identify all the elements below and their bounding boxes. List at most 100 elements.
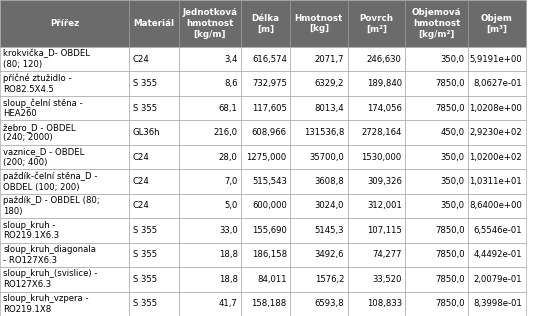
Text: 350,0: 350,0 bbox=[441, 153, 465, 161]
Bar bbox=[290, 243, 348, 267]
Text: Hmotnost
[kg]: Hmotnost [kg] bbox=[295, 14, 343, 33]
Text: C24: C24 bbox=[133, 202, 150, 210]
Bar bbox=[179, 169, 241, 194]
Bar bbox=[129, 47, 179, 71]
Bar bbox=[468, 194, 526, 218]
Bar bbox=[179, 145, 241, 169]
Bar bbox=[0, 145, 129, 169]
Bar bbox=[290, 194, 348, 218]
Text: 35700,0: 35700,0 bbox=[309, 153, 344, 161]
Text: S 355: S 355 bbox=[133, 250, 157, 259]
Text: 7,0: 7,0 bbox=[224, 177, 238, 186]
Text: 246,630: 246,630 bbox=[367, 55, 402, 64]
Text: 2728,164: 2728,164 bbox=[362, 128, 402, 137]
Bar bbox=[405, 47, 468, 71]
Bar bbox=[179, 243, 241, 267]
Text: 158,188: 158,188 bbox=[252, 299, 287, 308]
Text: vaznice_D - OBDEL
(200; 400): vaznice_D - OBDEL (200; 400) bbox=[3, 147, 85, 167]
Text: příčné ztužidlo -
RO82.5X4.5: příčné ztužidlo - RO82.5X4.5 bbox=[3, 74, 72, 94]
Bar bbox=[290, 71, 348, 96]
Text: 6329,2: 6329,2 bbox=[315, 79, 344, 88]
Bar bbox=[468, 47, 526, 71]
Bar bbox=[0, 96, 129, 120]
Text: 28,0: 28,0 bbox=[219, 153, 238, 161]
Text: 7850,0: 7850,0 bbox=[435, 226, 465, 235]
Text: 6,5546e-01: 6,5546e-01 bbox=[474, 226, 522, 235]
Bar bbox=[348, 243, 405, 267]
Bar bbox=[179, 267, 241, 292]
Text: Jednotková
hmotnost
[kg/m]: Jednotková hmotnost [kg/m] bbox=[182, 8, 237, 39]
Text: GL36h: GL36h bbox=[133, 128, 160, 137]
Bar bbox=[290, 120, 348, 145]
Bar bbox=[405, 120, 468, 145]
Bar bbox=[129, 120, 179, 145]
Text: 41,7: 41,7 bbox=[219, 299, 238, 308]
Bar bbox=[129, 267, 179, 292]
Bar bbox=[468, 145, 526, 169]
Bar bbox=[290, 169, 348, 194]
Text: 5,9191e+00: 5,9191e+00 bbox=[469, 55, 522, 64]
Bar bbox=[241, 71, 290, 96]
Text: 600,000: 600,000 bbox=[252, 202, 287, 210]
Bar bbox=[179, 292, 241, 316]
Text: 131536,8: 131536,8 bbox=[304, 128, 344, 137]
Text: 7850,0: 7850,0 bbox=[435, 299, 465, 308]
Bar bbox=[0, 71, 129, 96]
Text: 350,0: 350,0 bbox=[441, 55, 465, 64]
Text: Povrch
[m²]: Povrch [m²] bbox=[359, 14, 393, 33]
Bar bbox=[290, 96, 348, 120]
Text: 1576,2: 1576,2 bbox=[315, 275, 344, 284]
Bar bbox=[468, 169, 526, 194]
Bar bbox=[0, 120, 129, 145]
Text: žebro_D - OBDEL
(240; 2000): žebro_D - OBDEL (240; 2000) bbox=[3, 123, 76, 143]
Text: 8013,4: 8013,4 bbox=[315, 104, 344, 112]
Bar bbox=[468, 218, 526, 243]
Bar bbox=[290, 218, 348, 243]
Text: 312,001: 312,001 bbox=[367, 202, 402, 210]
Text: 608,966: 608,966 bbox=[252, 128, 287, 137]
Text: 3608,8: 3608,8 bbox=[315, 177, 344, 186]
Bar bbox=[348, 47, 405, 71]
Bar bbox=[405, 0, 468, 47]
Bar bbox=[348, 267, 405, 292]
Bar bbox=[179, 96, 241, 120]
Bar bbox=[0, 0, 129, 47]
Text: 107,115: 107,115 bbox=[367, 226, 402, 235]
Bar bbox=[348, 218, 405, 243]
Text: 3,4: 3,4 bbox=[224, 55, 238, 64]
Bar bbox=[290, 292, 348, 316]
Bar bbox=[129, 243, 179, 267]
Text: S 355: S 355 bbox=[133, 226, 157, 235]
Bar bbox=[348, 169, 405, 194]
Text: Materiál: Materiál bbox=[133, 19, 175, 28]
Text: S 355: S 355 bbox=[133, 79, 157, 88]
Text: 350,0: 350,0 bbox=[441, 202, 465, 210]
Bar bbox=[241, 47, 290, 71]
Bar bbox=[468, 96, 526, 120]
Text: 7850,0: 7850,0 bbox=[435, 250, 465, 259]
Text: 189,840: 189,840 bbox=[367, 79, 402, 88]
Bar bbox=[0, 292, 129, 316]
Bar bbox=[0, 243, 129, 267]
Text: 33,0: 33,0 bbox=[219, 226, 238, 235]
Text: 7850,0: 7850,0 bbox=[435, 104, 465, 112]
Bar bbox=[241, 194, 290, 218]
Bar bbox=[290, 0, 348, 47]
Bar bbox=[348, 145, 405, 169]
Bar bbox=[405, 292, 468, 316]
Text: 1530,000: 1530,000 bbox=[362, 153, 402, 161]
Text: 732,975: 732,975 bbox=[252, 79, 287, 88]
Bar bbox=[241, 292, 290, 316]
Bar bbox=[241, 243, 290, 267]
Bar bbox=[468, 71, 526, 96]
Text: 1,0200e+02: 1,0200e+02 bbox=[469, 153, 522, 161]
Bar bbox=[241, 145, 290, 169]
Text: sloup_čelní stěna -
HEA260: sloup_čelní stěna - HEA260 bbox=[3, 98, 83, 118]
Bar bbox=[0, 169, 129, 194]
Text: 1,0208e+00: 1,0208e+00 bbox=[469, 104, 522, 112]
Text: 5,0: 5,0 bbox=[224, 202, 238, 210]
Text: sloup_kruh_vzpera -
RO219.1X8: sloup_kruh_vzpera - RO219.1X8 bbox=[3, 294, 89, 314]
Text: 84,011: 84,011 bbox=[257, 275, 287, 284]
Text: 309,326: 309,326 bbox=[367, 177, 402, 186]
Text: paždík_D - OBDEL (80;
180): paždík_D - OBDEL (80; 180) bbox=[3, 196, 100, 216]
